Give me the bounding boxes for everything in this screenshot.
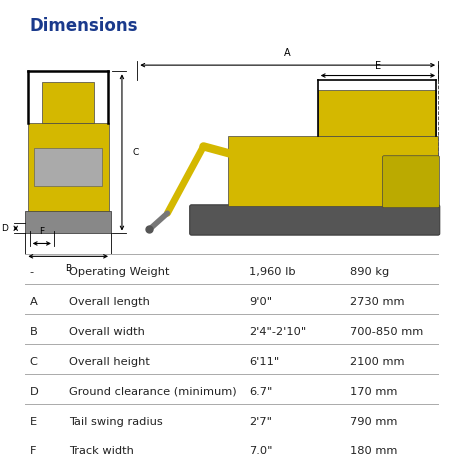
- Text: E: E: [375, 61, 381, 71]
- Text: E: E: [30, 416, 37, 427]
- Text: F: F: [39, 227, 44, 237]
- Text: 1,960 lb: 1,960 lb: [249, 267, 296, 277]
- Text: C: C: [30, 357, 38, 367]
- Text: -: -: [30, 267, 34, 277]
- Text: 2'4"-2'10": 2'4"-2'10": [249, 327, 306, 337]
- Text: B: B: [30, 327, 38, 337]
- Text: Tail swing radius: Tail swing radius: [69, 416, 163, 427]
- Text: Overall length: Overall length: [69, 297, 150, 307]
- Text: Overall width: Overall width: [69, 327, 145, 337]
- FancyBboxPatch shape: [25, 211, 111, 233]
- Text: 790 mm: 790 mm: [350, 416, 398, 427]
- Text: 2730 mm: 2730 mm: [350, 297, 405, 307]
- FancyBboxPatch shape: [34, 148, 102, 186]
- Text: 6'11": 6'11": [249, 357, 280, 367]
- Text: Overall height: Overall height: [69, 357, 150, 367]
- Text: Track width: Track width: [69, 446, 134, 454]
- Text: 9'0": 9'0": [249, 297, 272, 307]
- FancyBboxPatch shape: [43, 82, 94, 123]
- Text: A: A: [284, 49, 291, 59]
- Text: 6.7": 6.7": [249, 387, 273, 397]
- Text: D: D: [1, 224, 8, 233]
- Text: 2100 mm: 2100 mm: [350, 357, 405, 367]
- Text: Dimensions: Dimensions: [30, 17, 138, 35]
- Text: 170 mm: 170 mm: [350, 387, 398, 397]
- FancyBboxPatch shape: [318, 90, 436, 136]
- Text: Ground clearance (minimum): Ground clearance (minimum): [69, 387, 237, 397]
- FancyBboxPatch shape: [190, 205, 440, 235]
- FancyBboxPatch shape: [28, 123, 109, 211]
- Text: 180 mm: 180 mm: [350, 446, 398, 454]
- FancyBboxPatch shape: [227, 136, 438, 207]
- Text: 890 kg: 890 kg: [350, 267, 390, 277]
- Text: 700-850 mm: 700-850 mm: [350, 327, 424, 337]
- Text: Operating Weight: Operating Weight: [69, 267, 170, 277]
- Text: D: D: [30, 387, 39, 397]
- Text: A: A: [30, 297, 38, 307]
- Text: F: F: [30, 446, 36, 454]
- Text: B: B: [65, 264, 71, 273]
- Text: 2'7": 2'7": [249, 416, 272, 427]
- Text: C: C: [133, 148, 139, 157]
- FancyBboxPatch shape: [383, 156, 439, 208]
- Text: 7.0": 7.0": [249, 446, 273, 454]
